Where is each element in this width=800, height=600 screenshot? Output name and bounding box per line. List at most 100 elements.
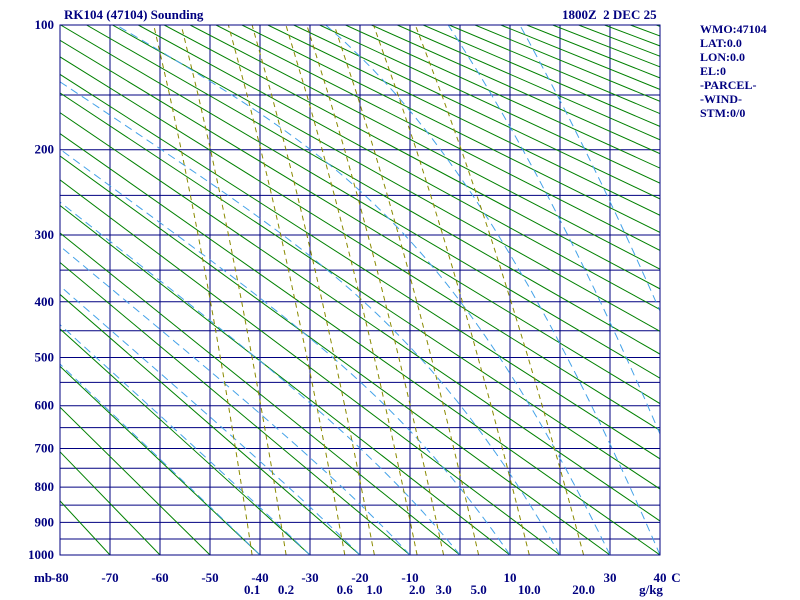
temperature-tick-label: -30 (301, 570, 318, 585)
mixing-ratio-line (306, 25, 445, 555)
temperature-tick-label: -50 (201, 570, 218, 585)
dry-adiabat-line (60, 133, 660, 555)
mixing-ratio-line (285, 25, 418, 555)
dry-adiabat-line (319, 25, 660, 184)
temperature-tick-label: -10 (401, 570, 418, 585)
temperature-tick-label: -80 (51, 570, 68, 585)
moist-adiabat-line (447, 25, 660, 436)
station-info-line: -WIND- (700, 92, 742, 106)
dry-adiabat-line (241, 25, 660, 234)
mixing-ratio-label: 1.0 (366, 582, 382, 597)
mixing-ratio-line (153, 25, 253, 555)
dry-adiabat-line (60, 112, 660, 522)
moist-adiabat-line (60, 285, 361, 555)
mixing-ratio-line (227, 25, 346, 555)
mixing-ratio-unit-label: g/kg (639, 582, 663, 597)
mixing-ratio-label: 10.0 (518, 582, 541, 597)
dry-adiabat-line (448, 25, 660, 115)
dry-adiabat-line (189, 25, 660, 270)
mixing-ratio-label: 0.1 (244, 582, 260, 597)
chart-datetime: 1800Z 2 DEC 25 (562, 7, 657, 22)
dry-adiabat-line (293, 25, 660, 200)
dry-adiabat-line (60, 365, 261, 555)
dry-adiabat-line (345, 25, 660, 169)
moist-adiabat-line (60, 201, 461, 555)
pressure-tick-label: 500 (35, 349, 55, 364)
pressure-tick-label: 100 (35, 17, 55, 32)
station-info-line: -PARCEL- (700, 78, 757, 92)
dry-adiabat-line (60, 261, 411, 555)
dry-adiabat-line (60, 155, 611, 555)
dry-adiabats (60, 25, 660, 555)
dry-adiabat-line (397, 25, 660, 141)
pressure-tick-label: 300 (35, 227, 55, 242)
pressure-tick-label: 600 (35, 398, 55, 413)
moist-adiabats (60, 25, 660, 555)
dry-adiabat-line (578, 25, 660, 57)
moist-adiabat-line (60, 363, 261, 555)
moist-adiabat-line (325, 25, 660, 555)
station-info-line: LON:0.0 (700, 50, 745, 64)
dry-adiabat-line (112, 25, 660, 332)
moist-adiabat-line (60, 81, 561, 555)
mixing-ratio-label: 5.0 (470, 582, 486, 597)
pressure-tick-label: 800 (35, 479, 55, 494)
temperature-tick-label: -60 (151, 570, 168, 585)
pressure-tick-label: 200 (35, 142, 55, 157)
chart-title: RK104 (47104) Sounding (64, 7, 204, 22)
moist-adiabat-line (115, 25, 611, 555)
temperature-tick-label: -20 (351, 570, 368, 585)
temperature-tick-label: 30 (604, 570, 617, 585)
moist-adiabat-line (60, 148, 511, 555)
dry-adiabat-line (60, 328, 311, 555)
moist-adiabat-line (60, 245, 411, 555)
pressure-tick-label: 900 (35, 514, 55, 529)
station-info-line: WMO:47104 (700, 22, 767, 36)
dry-adiabat-line (60, 56, 660, 432)
dry-adiabat-line (215, 25, 660, 251)
dry-adiabat-line (60, 25, 660, 379)
moist-adiabat-line (519, 25, 660, 313)
station-info-line: EL:0 (700, 64, 727, 78)
dry-adiabat-line (60, 204, 511, 555)
temperature-tick-label: 10 (504, 570, 517, 585)
pressure-tick-label: 700 (35, 440, 55, 455)
dry-adiabat-line (60, 73, 660, 460)
station-info-line: LAT:0.0 (700, 36, 742, 50)
plot-frame (59, 24, 661, 556)
pressure-temperature-grid (59, 24, 661, 556)
dry-adiabat-line (138, 25, 660, 311)
dry-adiabat-line (60, 232, 461, 555)
temperature-tick-label: -40 (251, 570, 268, 585)
mixing-ratio-line (180, 25, 287, 555)
dry-adiabat-line (164, 25, 660, 290)
station-info-panel: WMO:47104 LAT:0.0 LON:0.0 EL:0 -PARCEL- -WIND… (700, 22, 767, 120)
pressure-tick-label: 400 (35, 294, 55, 309)
dry-adiabat-line (60, 406, 211, 555)
mixing-ratio-label: 20.0 (572, 582, 595, 597)
dry-adiabat-line (86, 25, 660, 355)
dry-adiabat-line (60, 451, 161, 555)
dry-adiabat-line (60, 92, 660, 490)
axis-labels: 100 200 300 400 500 600 700 800 900 1000 mb -80 -70 -… (28, 17, 681, 597)
pressure-unit-label: mb (34, 570, 52, 585)
mixing-ratio-lines (153, 25, 585, 555)
dry-adiabat-line (423, 25, 660, 128)
dry-adiabat-line (267, 25, 660, 216)
mixing-ratio-line (333, 25, 480, 555)
temperature-unit-label: C (671, 570, 680, 585)
dry-adiabat-line (60, 179, 561, 555)
mixing-ratio-label: 0.2 (278, 582, 294, 597)
temperature-tick-label: -70 (101, 570, 118, 585)
mixing-ratio-label: 3.0 (435, 582, 451, 597)
pressure-tick-label: 1000 (28, 547, 54, 562)
mixing-ratio-label: 0.6 (337, 582, 354, 597)
mixing-ratio-line (373, 25, 530, 555)
dry-adiabat-line (60, 554, 61, 555)
dry-adiabat-line (60, 293, 361, 555)
dry-adiabat-line (371, 25, 660, 155)
moist-adiabat-line (60, 323, 311, 555)
mixing-ratio-label: 2.0 (409, 582, 425, 597)
